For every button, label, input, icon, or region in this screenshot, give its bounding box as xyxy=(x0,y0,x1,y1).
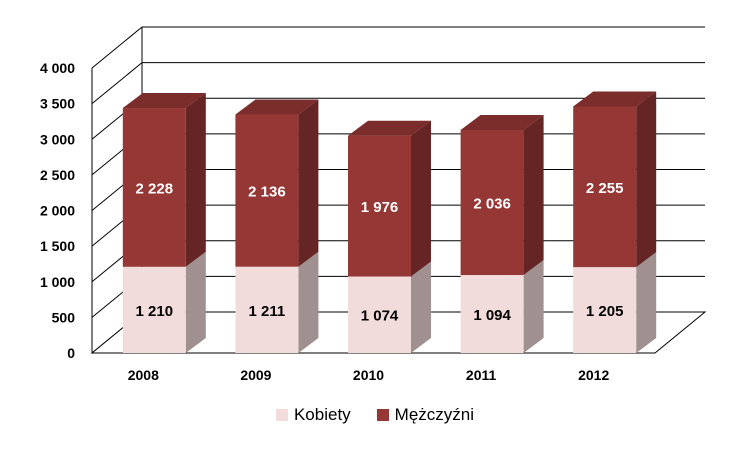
x-tick-label: 2010 xyxy=(353,367,384,383)
legend: Kobiety Mężczyźni xyxy=(0,405,750,425)
stacked-bar-chart: 0 500 1 000 1 500 2 000 2 500 3 000 3 500 4 000 1… xyxy=(40,26,707,383)
y-tick-label: 1 500 xyxy=(40,238,75,254)
legend-label-kobiety: Kobiety xyxy=(293,405,351,424)
y-tick-label: 3 000 xyxy=(40,131,75,147)
bar-top-face xyxy=(460,114,544,130)
bar-side-kobiety xyxy=(411,261,431,353)
bar-segment xyxy=(573,106,637,268)
y-tick-label: 4 000 xyxy=(40,60,75,76)
bar-segment xyxy=(460,275,524,353)
x-tick-label: 2011 xyxy=(466,367,497,383)
data-label: 1 210 xyxy=(136,303,174,320)
bar-segment xyxy=(348,135,411,277)
bar-segment xyxy=(122,266,186,353)
gridline-side xyxy=(91,26,143,69)
data-label: 2 036 xyxy=(473,196,511,213)
x-tick-label: 2008 xyxy=(128,367,159,383)
bar-segment xyxy=(348,276,411,353)
data-label: 1 205 xyxy=(586,303,624,320)
legend-swatch-mezczyzni xyxy=(376,409,389,421)
y-tick-label: 2 500 xyxy=(40,167,75,183)
data-label: 1 074 xyxy=(361,308,399,325)
bar-top-face xyxy=(122,93,206,109)
bar-segment xyxy=(122,108,186,267)
bar-top-face xyxy=(573,91,657,107)
legend-item-kobiety: Kobiety xyxy=(275,405,351,425)
x-tick-label: 2012 xyxy=(578,367,609,383)
legend-item-mezczyzni: Mężczyźni xyxy=(376,405,475,425)
gridline-side xyxy=(91,62,143,105)
data-label: 2 255 xyxy=(586,180,624,197)
bar-side-mężczyźni xyxy=(185,93,206,267)
bar-side-kobiety xyxy=(185,251,206,353)
data-label: 1 976 xyxy=(361,199,399,216)
y-tick-label: 2 000 xyxy=(40,203,75,219)
legend-swatch-kobiety xyxy=(275,409,288,421)
bar-side-kobiety xyxy=(298,251,319,353)
bar-side-mężczyźni xyxy=(298,99,319,267)
data-label: 2 228 xyxy=(136,180,174,197)
y-tick-label: 1 000 xyxy=(40,274,75,290)
bar-side-kobiety xyxy=(636,252,657,353)
x-tick-label: 2009 xyxy=(240,367,271,383)
bar-top-face xyxy=(235,99,319,115)
y-tick-label: 500 xyxy=(52,309,76,325)
bar-side-mężczyźni xyxy=(523,114,544,276)
bar-segment xyxy=(235,114,299,267)
data-label: 2 136 xyxy=(248,184,286,201)
bar-side-mężczyźni xyxy=(411,120,431,277)
legend-label-mezczyzni: Mężczyźni xyxy=(394,405,475,424)
bar-segment xyxy=(573,267,637,353)
bar-side-mężczyźni xyxy=(636,91,657,268)
data-label: 1 211 xyxy=(249,303,286,320)
y-tick-label: 0 xyxy=(67,345,75,361)
bar-top-face xyxy=(348,120,431,136)
y-tick-label: 3 500 xyxy=(40,96,75,112)
bar-segment xyxy=(235,266,299,353)
data-label: 1 094 xyxy=(473,307,511,324)
bar-side-kobiety xyxy=(523,260,544,353)
bar-segment xyxy=(460,129,524,276)
